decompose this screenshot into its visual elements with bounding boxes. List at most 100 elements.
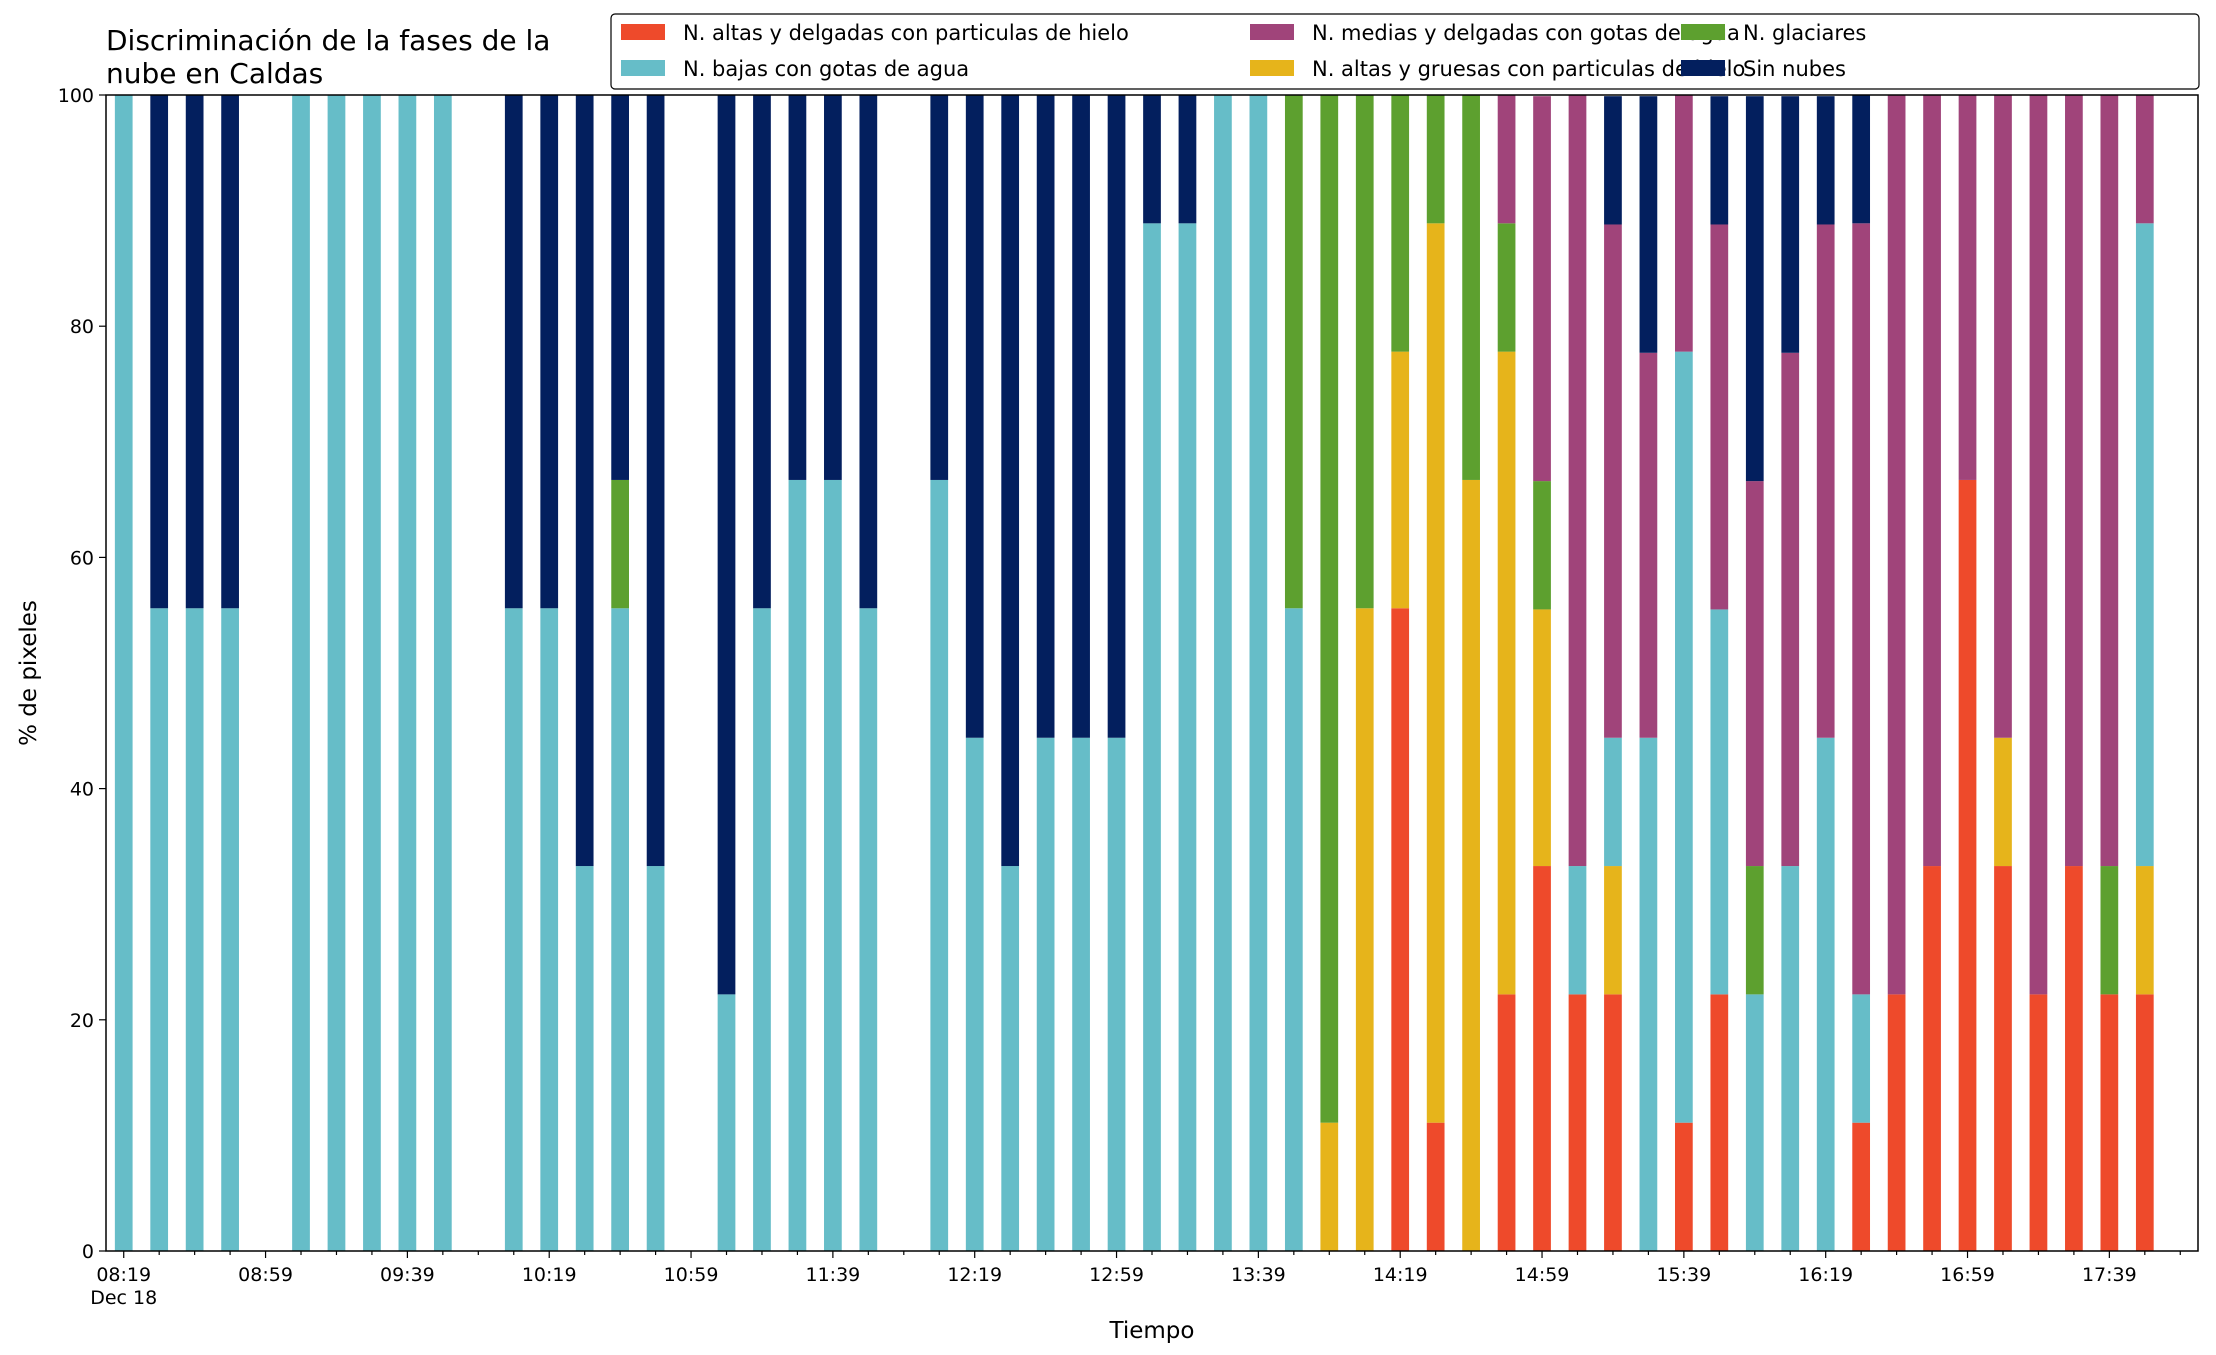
legend-swatch-1	[1250, 60, 1294, 76]
bar-segment-39-2	[1639, 737, 1658, 1251]
bar-segment-33-1	[1426, 223, 1445, 1123]
bar-segment-34-1	[1462, 479, 1480, 1251]
bar-segment-3-5	[221, 95, 239, 609]
bar-segment-15-5	[753, 95, 771, 609]
y-tick-label: 80	[70, 316, 94, 338]
bar-segment-36-1	[1533, 609, 1551, 867]
bar-segment-13-5	[646, 95, 665, 867]
bar-segment-13-2	[646, 866, 665, 1251]
bars-layer	[114, 95, 2154, 1251]
bar-segment-35-3	[1497, 223, 1516, 352]
bar-segment-52-3	[2100, 866, 2119, 995]
bar-segment-39-4	[1639, 352, 1658, 738]
y-axis: 0 20 40 60 80 100	[58, 85, 106, 1263]
bar-segment-46-0	[1887, 994, 1906, 1251]
bar-segment-14-2	[717, 994, 736, 1251]
bar-segment-47-4	[1923, 95, 1941, 867]
chart-title-line-1: Discriminación de la fases de la	[106, 24, 550, 57]
bar-segment-16-2	[788, 479, 807, 1251]
bar-segment-18-2	[859, 608, 878, 1251]
bar-segment-34-3	[1462, 95, 1480, 480]
legend-label-2: N. bajas con gotas de agua	[683, 57, 969, 81]
bar-segment-40-2	[1675, 351, 1693, 1123]
y-tick-label: 40	[70, 779, 94, 801]
bar-segment-9-2	[504, 608, 523, 1251]
bar-segment-28-2	[1249, 95, 1268, 1251]
x-tick-label: 16:59	[1940, 1264, 1995, 1286]
legend-label-4: N. medias y delgadas con gotas de agua	[1312, 21, 1740, 45]
bar-segment-18-5	[859, 95, 878, 609]
bar-segment-38-5	[1604, 96, 1622, 225]
bar-segment-35-1	[1497, 351, 1516, 995]
bar-segment-47-0	[1923, 866, 1941, 1251]
bar-segment-0-2	[114, 95, 133, 1251]
bar-segment-16-5	[788, 95, 807, 480]
bar-segment-36-0	[1533, 866, 1551, 1251]
bar-segment-25-2	[1143, 223, 1161, 1251]
bar-segment-36-3	[1533, 481, 1551, 610]
bar-segment-20-2	[965, 737, 984, 1251]
bar-segment-38-4	[1604, 224, 1622, 738]
bar-segment-5-2	[327, 95, 346, 1251]
bar-segment-41-4	[1710, 224, 1729, 610]
legend-swatch-0	[621, 24, 665, 40]
bar-segment-29-2	[1284, 608, 1303, 1251]
x-tick-label: 09:39	[380, 1264, 435, 1286]
x-tick-label: 12:19	[947, 1264, 1002, 1286]
bar-segment-37-2	[1568, 866, 1587, 995]
y-tick-label: 20	[70, 1010, 94, 1032]
bar-segment-46-4	[1887, 95, 1906, 995]
bar-segment-37-4	[1568, 95, 1587, 867]
bar-segment-44-2	[1816, 737, 1835, 1251]
bar-segment-48-4	[1958, 95, 1977, 480]
bar-segment-12-5	[611, 95, 629, 480]
legend-box	[610, 13, 2200, 90]
bar-segment-48-0	[1958, 479, 1977, 1251]
bar-segment-41-5	[1710, 96, 1729, 225]
x-tick-label: 12:59	[1089, 1264, 1144, 1286]
bar-segment-11-2	[575, 866, 594, 1251]
bar-segment-19-5	[930, 95, 949, 480]
legend-swatch-4	[1250, 24, 1294, 40]
x-tick-label: 08:59	[238, 1264, 293, 1286]
bar-segment-29-3	[1284, 95, 1303, 609]
bar-segment-41-0	[1710, 994, 1729, 1251]
bar-segment-44-4	[1816, 224, 1835, 738]
bar-segment-17-5	[824, 95, 842, 480]
bar-segment-53-4	[2135, 95, 2154, 224]
bar-segment-19-2	[930, 479, 949, 1251]
x-tick-label: 08:19	[96, 1264, 151, 1286]
bar-segment-22-2	[1036, 737, 1055, 1251]
bar-segment-26-5	[1178, 95, 1197, 224]
bar-segment-1-2	[150, 608, 169, 1251]
bar-segment-49-0	[1994, 866, 2012, 1251]
bar-segment-38-1	[1604, 866, 1622, 995]
x-axis-label: Tiempo	[1109, 1318, 1195, 1344]
bar-segment-42-3	[1745, 866, 1764, 995]
bar-segment-12-2	[611, 608, 629, 1251]
bar-segment-32-0	[1391, 608, 1410, 1251]
bar-segment-25-5	[1143, 95, 1161, 224]
bar-segment-50-4	[2029, 95, 2048, 995]
bar-segment-7-2	[398, 95, 417, 1251]
bar-segment-51-0	[2065, 866, 2083, 1251]
bar-segment-43-2	[1781, 866, 1800, 1251]
bar-segment-52-4	[2100, 95, 2119, 867]
bar-segment-42-5	[1745, 96, 1764, 482]
bar-segment-52-0	[2100, 994, 2119, 1251]
bar-segment-45-2	[1852, 994, 1871, 1123]
bar-segment-32-3	[1391, 95, 1410, 352]
bar-segment-36-4	[1533, 96, 1551, 482]
bar-segment-31-3	[1355, 95, 1374, 609]
legend-label-0: N. altas y delgadas con particulas de hi…	[683, 21, 1129, 45]
x-tick-label: 15:39	[1656, 1264, 1711, 1286]
y-tick-label: 60	[70, 547, 94, 569]
bar-segment-27-2	[1214, 95, 1232, 1251]
bar-segment-49-1	[1994, 737, 2012, 867]
bar-segment-2-5	[185, 95, 204, 609]
legend-swatch-5	[1681, 60, 1725, 76]
bar-segment-30-3	[1320, 95, 1339, 1123]
bar-segment-38-0	[1604, 994, 1622, 1251]
bar-segment-11-5	[575, 95, 594, 867]
